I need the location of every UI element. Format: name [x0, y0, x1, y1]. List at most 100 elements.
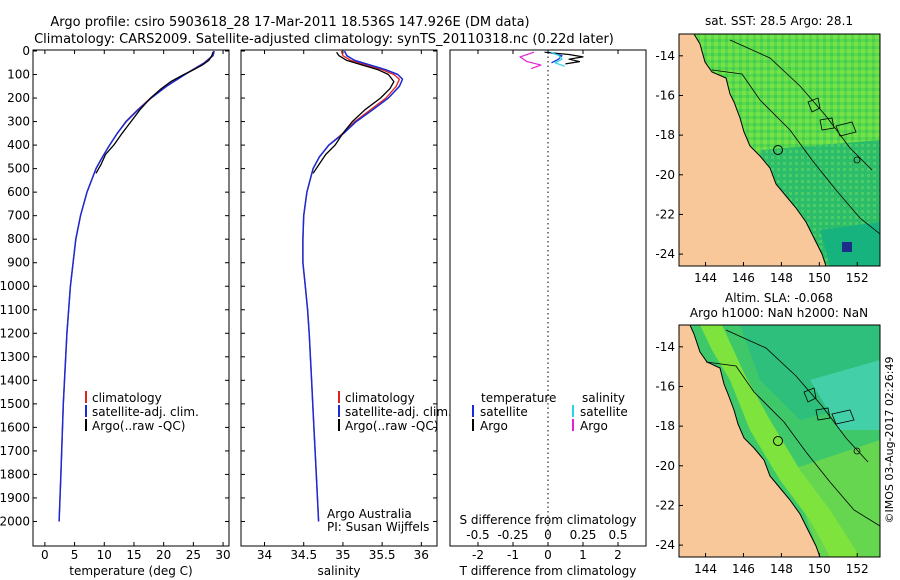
- sla-map-title-2: Argo h1000: NaN h2000: NaN: [690, 306, 868, 320]
- sst-map-field: [679, 34, 880, 266]
- depth-tick-label: 200: [7, 91, 30, 105]
- map-x-tick-label: 148: [770, 562, 793, 576]
- depth-tick-label: 1400: [0, 373, 30, 387]
- salinity-series: [302, 50, 404, 522]
- depth-tick-label: 700: [7, 209, 30, 223]
- depth-tick-label: 500: [7, 162, 30, 176]
- depth-tick-label: 1700: [0, 444, 30, 458]
- depth-tick-label: 600: [7, 185, 30, 199]
- map-y-tick-label: -16: [655, 88, 675, 102]
- x-tick-label: 1: [579, 548, 587, 562]
- legend-label-climatology: climatology: [345, 391, 415, 405]
- s-difference-label: S difference from climatology: [460, 513, 637, 527]
- sla-land: [679, 325, 820, 557]
- sst-reefs: [807, 97, 857, 137]
- sst-cold-cell: [842, 242, 852, 252]
- x-tick-label: 34: [257, 548, 272, 562]
- legend-label-t-satellite: satellite: [480, 405, 528, 419]
- sla-reef-ring: [853, 447, 861, 455]
- sla-reefs: [803, 387, 855, 425]
- depth-ticks: 0 100 200 300 400 500 600 700 800 900 1000 1100 1200…: [0, 44, 229, 528]
- map-y-tick-label: -20: [655, 168, 675, 182]
- s-tick-label: -0.25: [497, 528, 528, 542]
- sst-shelf-contour: [711, 69, 880, 235]
- map-y-tick-label: -18: [655, 419, 675, 433]
- series-line-s-satellite: [550, 51, 566, 67]
- depth-tick-label: 1500: [0, 397, 30, 411]
- map-x-tick-label: 146: [732, 271, 755, 285]
- difference-series: [519, 51, 584, 70]
- map-y-tick-label: -22: [655, 498, 675, 512]
- sst-land: [679, 34, 826, 266]
- map-y-tick-label: -24: [655, 538, 675, 552]
- imos-stamp: ©IMOS 03-Aug-2017 02:26:49: [883, 357, 896, 524]
- map-x-tick-label: 150: [808, 271, 831, 285]
- sst-map-ticks: 144 146 148 150 152 -14 -16 -18 -20 -22 -24: [655, 49, 868, 285]
- map-y-tick-label: -14: [655, 49, 675, 63]
- depth-tick-label: 1600: [0, 420, 30, 434]
- salinity-legend: climatology satellite-adj. clim. Argo(..…: [338, 391, 452, 433]
- legend-label-t-argo: Argo: [480, 419, 508, 433]
- legend-label-satellite: satellite-adj. clim.: [92, 405, 199, 419]
- sst-float-marker: [773, 145, 783, 155]
- x-tick-label: 5: [71, 548, 79, 562]
- map-x-tick-label: 146: [732, 562, 755, 576]
- sst-map: sat. SST: 28.5 Argo: 28.1 144 146 148 150 15…: [655, 14, 881, 285]
- map-y-tick-label: -18: [655, 128, 675, 142]
- x-tick-label: 0: [544, 548, 552, 562]
- map-x-tick-label: 144: [694, 562, 717, 576]
- sst-shelf-contour-2: [729, 39, 873, 171]
- difference-axes-frame: [449, 49, 647, 547]
- x-tick-label: 0: [41, 548, 49, 562]
- temperature-x-ticks: 0 5 10 15 20 25 30: [41, 50, 231, 562]
- map-x-tick-label: 144: [694, 271, 717, 285]
- sla-shelf-contour-2: [725, 329, 869, 463]
- map-y-tick-label: -16: [655, 379, 675, 393]
- difference-legend: temperature salinity satellite Argo sate…: [472, 391, 628, 433]
- s-tick-label: 0: [544, 528, 552, 542]
- x-tick-label: 36: [414, 548, 429, 562]
- temperature-series: [58, 50, 215, 522]
- s-tick-label: -0.5: [466, 528, 489, 542]
- x-tick-label: 34.5: [290, 548, 317, 562]
- x-tick-label: 2: [614, 548, 622, 562]
- s-tick-label: 0.5: [608, 528, 627, 542]
- legend-label-argo: Argo(..raw -QC): [92, 419, 185, 433]
- sla-map-frame: [678, 324, 881, 558]
- x-tick-label: 15: [126, 548, 141, 562]
- depth-tick-label: 400: [7, 138, 30, 152]
- s-tick-label: 0.25: [570, 528, 597, 542]
- depth-tick-label: 2000: [0, 514, 30, 528]
- salinity-xlabel: salinity: [317, 564, 360, 578]
- sla-float-marker: [773, 436, 783, 446]
- map-y-tick-label: -24: [655, 247, 675, 261]
- x-tick-label: 35: [335, 548, 350, 562]
- depth-tick-label: 1100: [0, 303, 30, 317]
- series-line-satellite-adj-clim-: [58, 50, 215, 522]
- depth-tick-label: 1000: [0, 279, 30, 293]
- map-y-tick-label: -14: [655, 340, 675, 354]
- depth-tick-label: 1300: [0, 350, 30, 364]
- x-tick-label: 30: [215, 548, 230, 562]
- depth-tick-label: 1900: [0, 491, 30, 505]
- sla-coastal-band: [700, 325, 860, 557]
- sla-shelf-contour: [705, 361, 880, 527]
- legend-label-climatology: climatology: [92, 391, 162, 405]
- difference-x-ticks: -2 -1 0 1 2 -0.5 -0.25 0 0.25 0.5: [466, 50, 628, 562]
- temperature-axes-frame: [32, 49, 230, 547]
- legend-label-argo: Argo(..raw -QC): [345, 419, 438, 433]
- x-tick-label: 35.5: [369, 548, 396, 562]
- depth-tick-label: 800: [7, 232, 30, 246]
- depth-tick-label: 900: [7, 256, 30, 270]
- depth-tick-label: 1800: [0, 467, 30, 481]
- sla-sea-band-3: [790, 440, 880, 557]
- map-x-tick-label: 150: [808, 562, 831, 576]
- temperature-xlabel: temperature (deg C): [69, 564, 192, 578]
- sla-map-title-1: Altim. SLA: -0.068: [725, 291, 833, 305]
- difference-panel: -2 -1 0 1 2 -0.5 -0.25 0 0.25 0.5 S difference fr…: [449, 49, 647, 578]
- x-tick-label: -1: [507, 548, 519, 562]
- salinity-annotation-line-2: PI: Susan Wijffels: [327, 520, 429, 534]
- salinity-x-ticks: 34 34.5 35 35.5 36: [257, 50, 429, 562]
- legend-header-salinity: salinity: [582, 391, 625, 405]
